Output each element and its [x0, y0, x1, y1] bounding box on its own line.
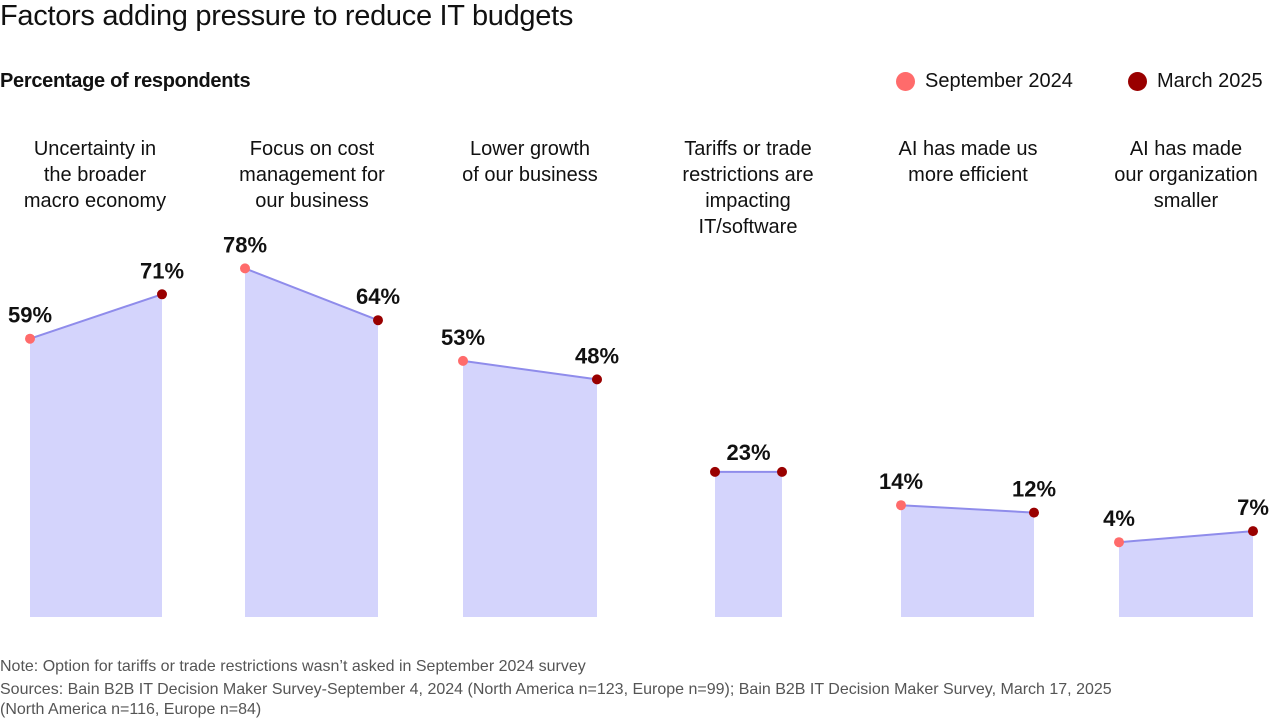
category-label-line: Uncertainty in	[33, 138, 157, 160]
category-label-line: our business	[255, 190, 369, 212]
point-sep-2024	[458, 355, 468, 366]
point-mar-2025	[1029, 507, 1039, 518]
category-label-line: AI has made us	[898, 138, 1038, 160]
trend-line	[462, 359, 598, 381]
area-fill	[901, 505, 1034, 617]
point-sep-2024	[1114, 537, 1124, 548]
sources-text-cont: (North America n=116, Europe n=84)	[0, 701, 262, 718]
trend-line	[1118, 530, 1254, 544]
trend-line	[244, 267, 379, 322]
data-label: 14%	[879, 469, 923, 494]
point-mar-2025	[1248, 526, 1258, 537]
data-label: 53%	[441, 325, 485, 350]
data-label: 12%	[1012, 477, 1056, 502]
category-label-line: AI has made	[1129, 138, 1243, 160]
data-label: 7%	[1237, 495, 1269, 520]
category-label-line: our organization	[1114, 164, 1258, 186]
point-sep-2024	[240, 263, 250, 274]
legend-label: September 2024	[925, 70, 1073, 92]
point-sep-2024	[710, 466, 720, 477]
sources-text: Sources: Bain B2B IT Decision Maker Surv…	[0, 681, 1112, 698]
category-label-line: IT/software	[698, 216, 798, 238]
area-fill	[463, 360, 597, 617]
chart-subtitle: Percentage of respondents	[0, 70, 251, 92]
area-fill	[1119, 531, 1253, 617]
legend-item-sep-2024: September 2024	[896, 70, 1073, 93]
category-label-line: Focus on cost	[249, 138, 375, 160]
data-label: 59%	[8, 303, 52, 328]
category-label-line: smaller	[1153, 190, 1219, 212]
category-label-line: macro economy	[23, 190, 167, 212]
legend-dot-mar-2025	[1128, 72, 1147, 91]
point-sep-2024	[25, 333, 35, 344]
trend-line	[900, 504, 1035, 514]
data-label: 64%	[356, 284, 400, 309]
area-fill	[30, 294, 162, 617]
area-fill	[715, 471, 782, 617]
category-label: Focus on cost management for our business	[212, 136, 412, 214]
point-mar-2025	[157, 289, 167, 300]
trend-line	[29, 293, 163, 340]
data-label: 78%	[223, 232, 267, 257]
category-label-line: more efficient	[908, 164, 1028, 186]
area-fill	[245, 268, 378, 617]
data-label: 23%	[726, 440, 770, 465]
category-label: Lower growth of our business	[430, 136, 630, 188]
data-label: 71%	[140, 258, 184, 283]
legend-dot-sep-2024	[896, 72, 915, 91]
category-label-line: of our business	[462, 164, 598, 186]
data-label: 48%	[575, 343, 619, 368]
category-label: Uncertainty in the broader macro economy	[0, 136, 195, 214]
point-mar-2025	[592, 374, 602, 385]
point-sep-2024	[896, 500, 906, 511]
category-label-line: impacting	[705, 190, 791, 212]
category-label: AI has made our organization smaller	[1086, 136, 1280, 214]
category-label-line: restrictions are	[682, 164, 814, 186]
category-label-line: Lower growth	[469, 138, 591, 160]
legend-label: March 2025	[1157, 70, 1263, 92]
category-label-line: the broader	[43, 164, 147, 186]
category-label-line: management for	[239, 164, 385, 186]
category-label-line: Tariffs or trade	[684, 138, 812, 160]
legend-item-mar-2025: March 2025	[1128, 70, 1263, 93]
category-label: AI has made us more efficient	[868, 136, 1068, 188]
note-text: Note: Option for tariffs or trade restri…	[0, 658, 586, 675]
data-label: 4%	[1103, 506, 1135, 531]
category-label: Tariffs or trade restrictions are impactin…	[648, 136, 848, 240]
chart-title: Factors adding pressure to reduce IT bud…	[0, 0, 574, 32]
point-mar-2025	[777, 466, 787, 477]
point-mar-2025	[373, 315, 383, 326]
